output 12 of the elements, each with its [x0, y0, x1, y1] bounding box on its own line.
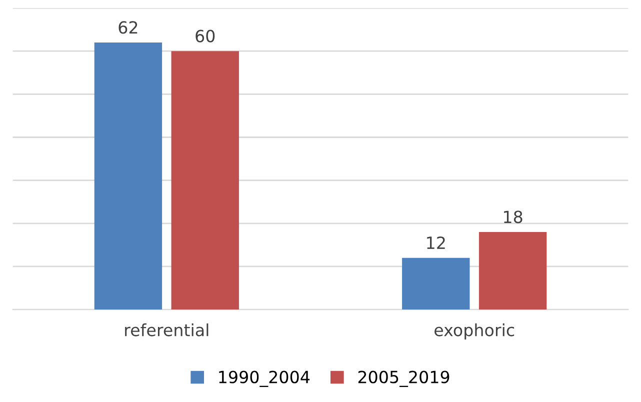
data-label: 60 [196, 30, 215, 42]
x-tick-label: referential [125, 323, 208, 336]
x-tick-label: exophoric [434, 323, 514, 340]
data-label: 18 [504, 210, 522, 224]
bar [402, 258, 470, 310]
bar [171, 51, 239, 310]
legend-label: 2005_2019 [358, 370, 450, 387]
data-label: 62 [118, 21, 138, 34]
legend-label: 1990_2004 [219, 370, 310, 387]
bar [94, 42, 162, 310]
bar [478, 232, 547, 310]
data-label: 12 [427, 236, 445, 249]
